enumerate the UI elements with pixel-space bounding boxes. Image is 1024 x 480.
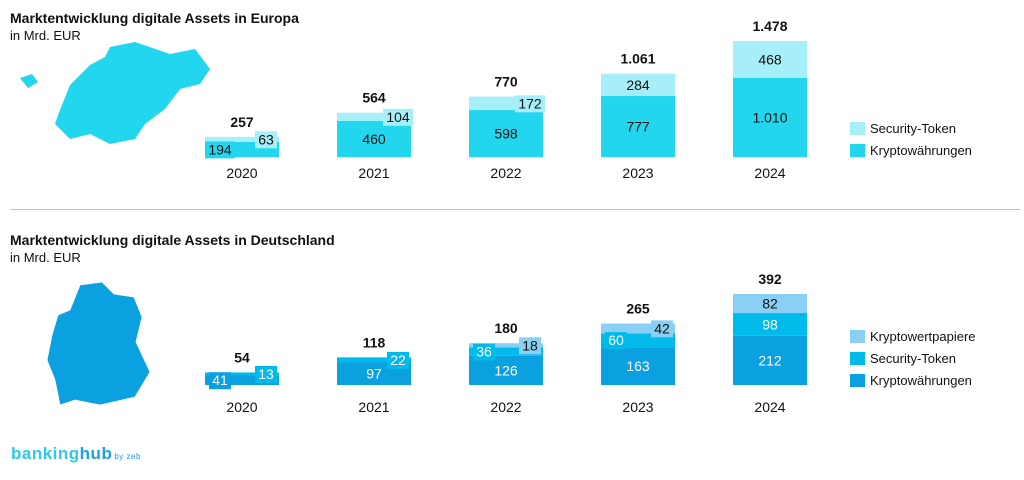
total-label: 1.478	[752, 18, 787, 34]
data-label: 172	[518, 95, 542, 111]
data-label: 60	[608, 332, 624, 348]
bar-segment	[469, 355, 543, 385]
logo-part: hub	[79, 444, 113, 463]
data-label-box	[651, 320, 673, 338]
legend-swatch	[850, 330, 865, 343]
data-label: 63	[258, 131, 274, 147]
data-label: 126	[494, 362, 518, 378]
year-tick-label: 2020	[226, 165, 257, 181]
data-label: 194	[208, 141, 232, 157]
germany-map-icon	[46, 281, 151, 406]
total-label: 770	[494, 74, 518, 90]
bar-segment	[205, 372, 279, 376]
chart-title-germany: Marktentwicklung digitale Assets in Deut…	[10, 232, 335, 248]
data-label: 284	[626, 77, 650, 93]
bar-segment	[601, 323, 675, 334]
year-tick-label: 2022	[490, 165, 521, 181]
legend-label: Kryptowährungen	[870, 143, 972, 158]
unit-germany: in Mrd. EUR	[10, 250, 81, 265]
bar-segment	[205, 375, 279, 385]
data-label-box	[387, 351, 409, 369]
data-label: 212	[758, 352, 782, 368]
year-tick-label: 2024	[754, 399, 785, 415]
data-label-box	[255, 131, 277, 149]
legend-swatch	[850, 122, 865, 135]
year-tick-label: 2023	[622, 165, 653, 181]
bar-segment	[205, 136, 279, 142]
total-label: 180	[494, 320, 518, 336]
data-label-box	[473, 343, 495, 361]
data-label: 97	[366, 366, 382, 382]
logo-part: banking	[11, 444, 80, 463]
bar-segment	[469, 347, 543, 356]
legend-label: Kryptowährungen	[870, 373, 972, 388]
chart-title-europe: Marktentwicklung digitale Assets in Euro…	[10, 10, 299, 26]
data-label: 460	[362, 131, 386, 147]
total-label: 257	[230, 114, 254, 130]
data-label: 82	[762, 296, 778, 312]
total-label: 564	[362, 90, 386, 106]
data-label-box	[209, 372, 231, 390]
year-tick-label: 2023	[622, 399, 653, 415]
legend-label: Kryptowertpapiere	[870, 329, 976, 344]
year-tick-label: 2022	[490, 399, 521, 415]
bar-segment	[337, 112, 411, 121]
data-label-box	[519, 337, 541, 355]
bar-segment	[733, 294, 807, 314]
unit-europe: in Mrd. EUR	[10, 28, 81, 43]
legend-swatch	[850, 374, 865, 387]
data-label-box	[605, 332, 627, 350]
bar-segment	[733, 313, 807, 336]
data-label: 777	[626, 119, 650, 135]
year-tick-label: 2021	[358, 399, 389, 415]
bar-segment	[337, 120, 411, 157]
legend-label: Security-Token	[870, 351, 956, 366]
data-label: 13	[258, 366, 274, 382]
data-label-box	[255, 365, 277, 383]
bar-segment	[733, 77, 807, 157]
data-label: 41	[212, 372, 228, 388]
total-label: 265	[626, 300, 650, 316]
data-label: 104	[386, 109, 410, 125]
bar-segment	[733, 335, 807, 385]
data-label-box	[205, 141, 235, 159]
year-tick-label: 2020	[226, 399, 257, 415]
bar-segment	[469, 343, 543, 348]
data-label: 22	[390, 352, 406, 368]
year-tick-label: 2024	[754, 165, 785, 181]
year-tick-label: 2021	[358, 165, 389, 181]
bar-segment	[601, 347, 675, 385]
data-label: 98	[762, 316, 778, 332]
total-label: 118	[363, 334, 386, 350]
bar-segment	[601, 96, 675, 157]
legend-label: Security-Token	[870, 121, 956, 136]
divider	[10, 209, 1020, 210]
data-label-box	[515, 95, 545, 113]
data-label: 18	[522, 337, 538, 353]
total-label: 1.061	[620, 51, 655, 67]
total-label: 392	[758, 271, 782, 287]
data-label: 36	[476, 344, 492, 360]
data-label: 42	[654, 320, 670, 336]
logo-part: by zeb	[114, 452, 141, 461]
bar-segment	[601, 73, 675, 97]
data-label: 163	[626, 358, 650, 374]
legend-swatch	[850, 144, 865, 157]
data-label: 468	[758, 51, 782, 67]
bar-segment	[469, 110, 543, 157]
data-label: 598	[494, 126, 518, 142]
bankinghub-logo: bankinghub by zeb	[11, 444, 141, 464]
europe-map-icon	[20, 42, 210, 144]
total-label: 54	[234, 349, 250, 365]
legend-swatch	[850, 352, 865, 365]
data-label-box	[383, 108, 413, 126]
bar-segment	[337, 357, 411, 363]
bar-segment	[733, 41, 807, 78]
data-label: 1.010	[752, 109, 787, 125]
